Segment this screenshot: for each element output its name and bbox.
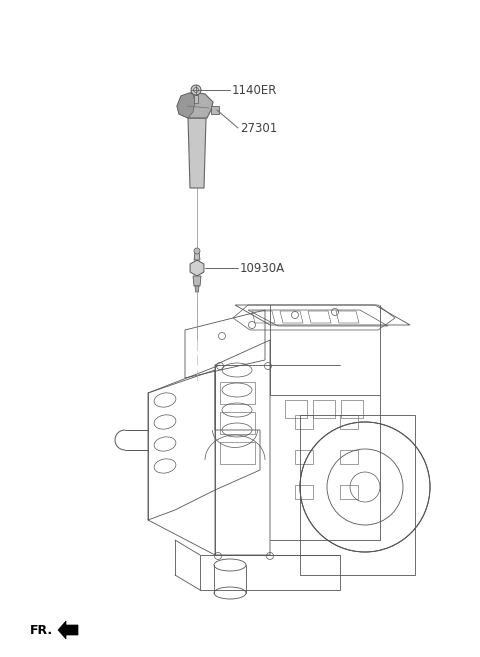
Text: 1140ER: 1140ER: [232, 85, 277, 97]
Circle shape: [191, 85, 201, 95]
Polygon shape: [188, 118, 206, 188]
Polygon shape: [193, 276, 201, 286]
Circle shape: [194, 248, 200, 254]
Polygon shape: [58, 621, 78, 639]
Text: 10930A: 10930A: [240, 263, 285, 275]
Polygon shape: [177, 93, 195, 118]
Text: 27301: 27301: [240, 122, 277, 135]
Polygon shape: [194, 252, 200, 260]
Polygon shape: [194, 95, 198, 103]
Polygon shape: [190, 260, 204, 276]
Polygon shape: [195, 286, 199, 292]
Polygon shape: [177, 92, 213, 118]
Polygon shape: [211, 106, 219, 114]
Text: FR.: FR.: [30, 623, 53, 637]
